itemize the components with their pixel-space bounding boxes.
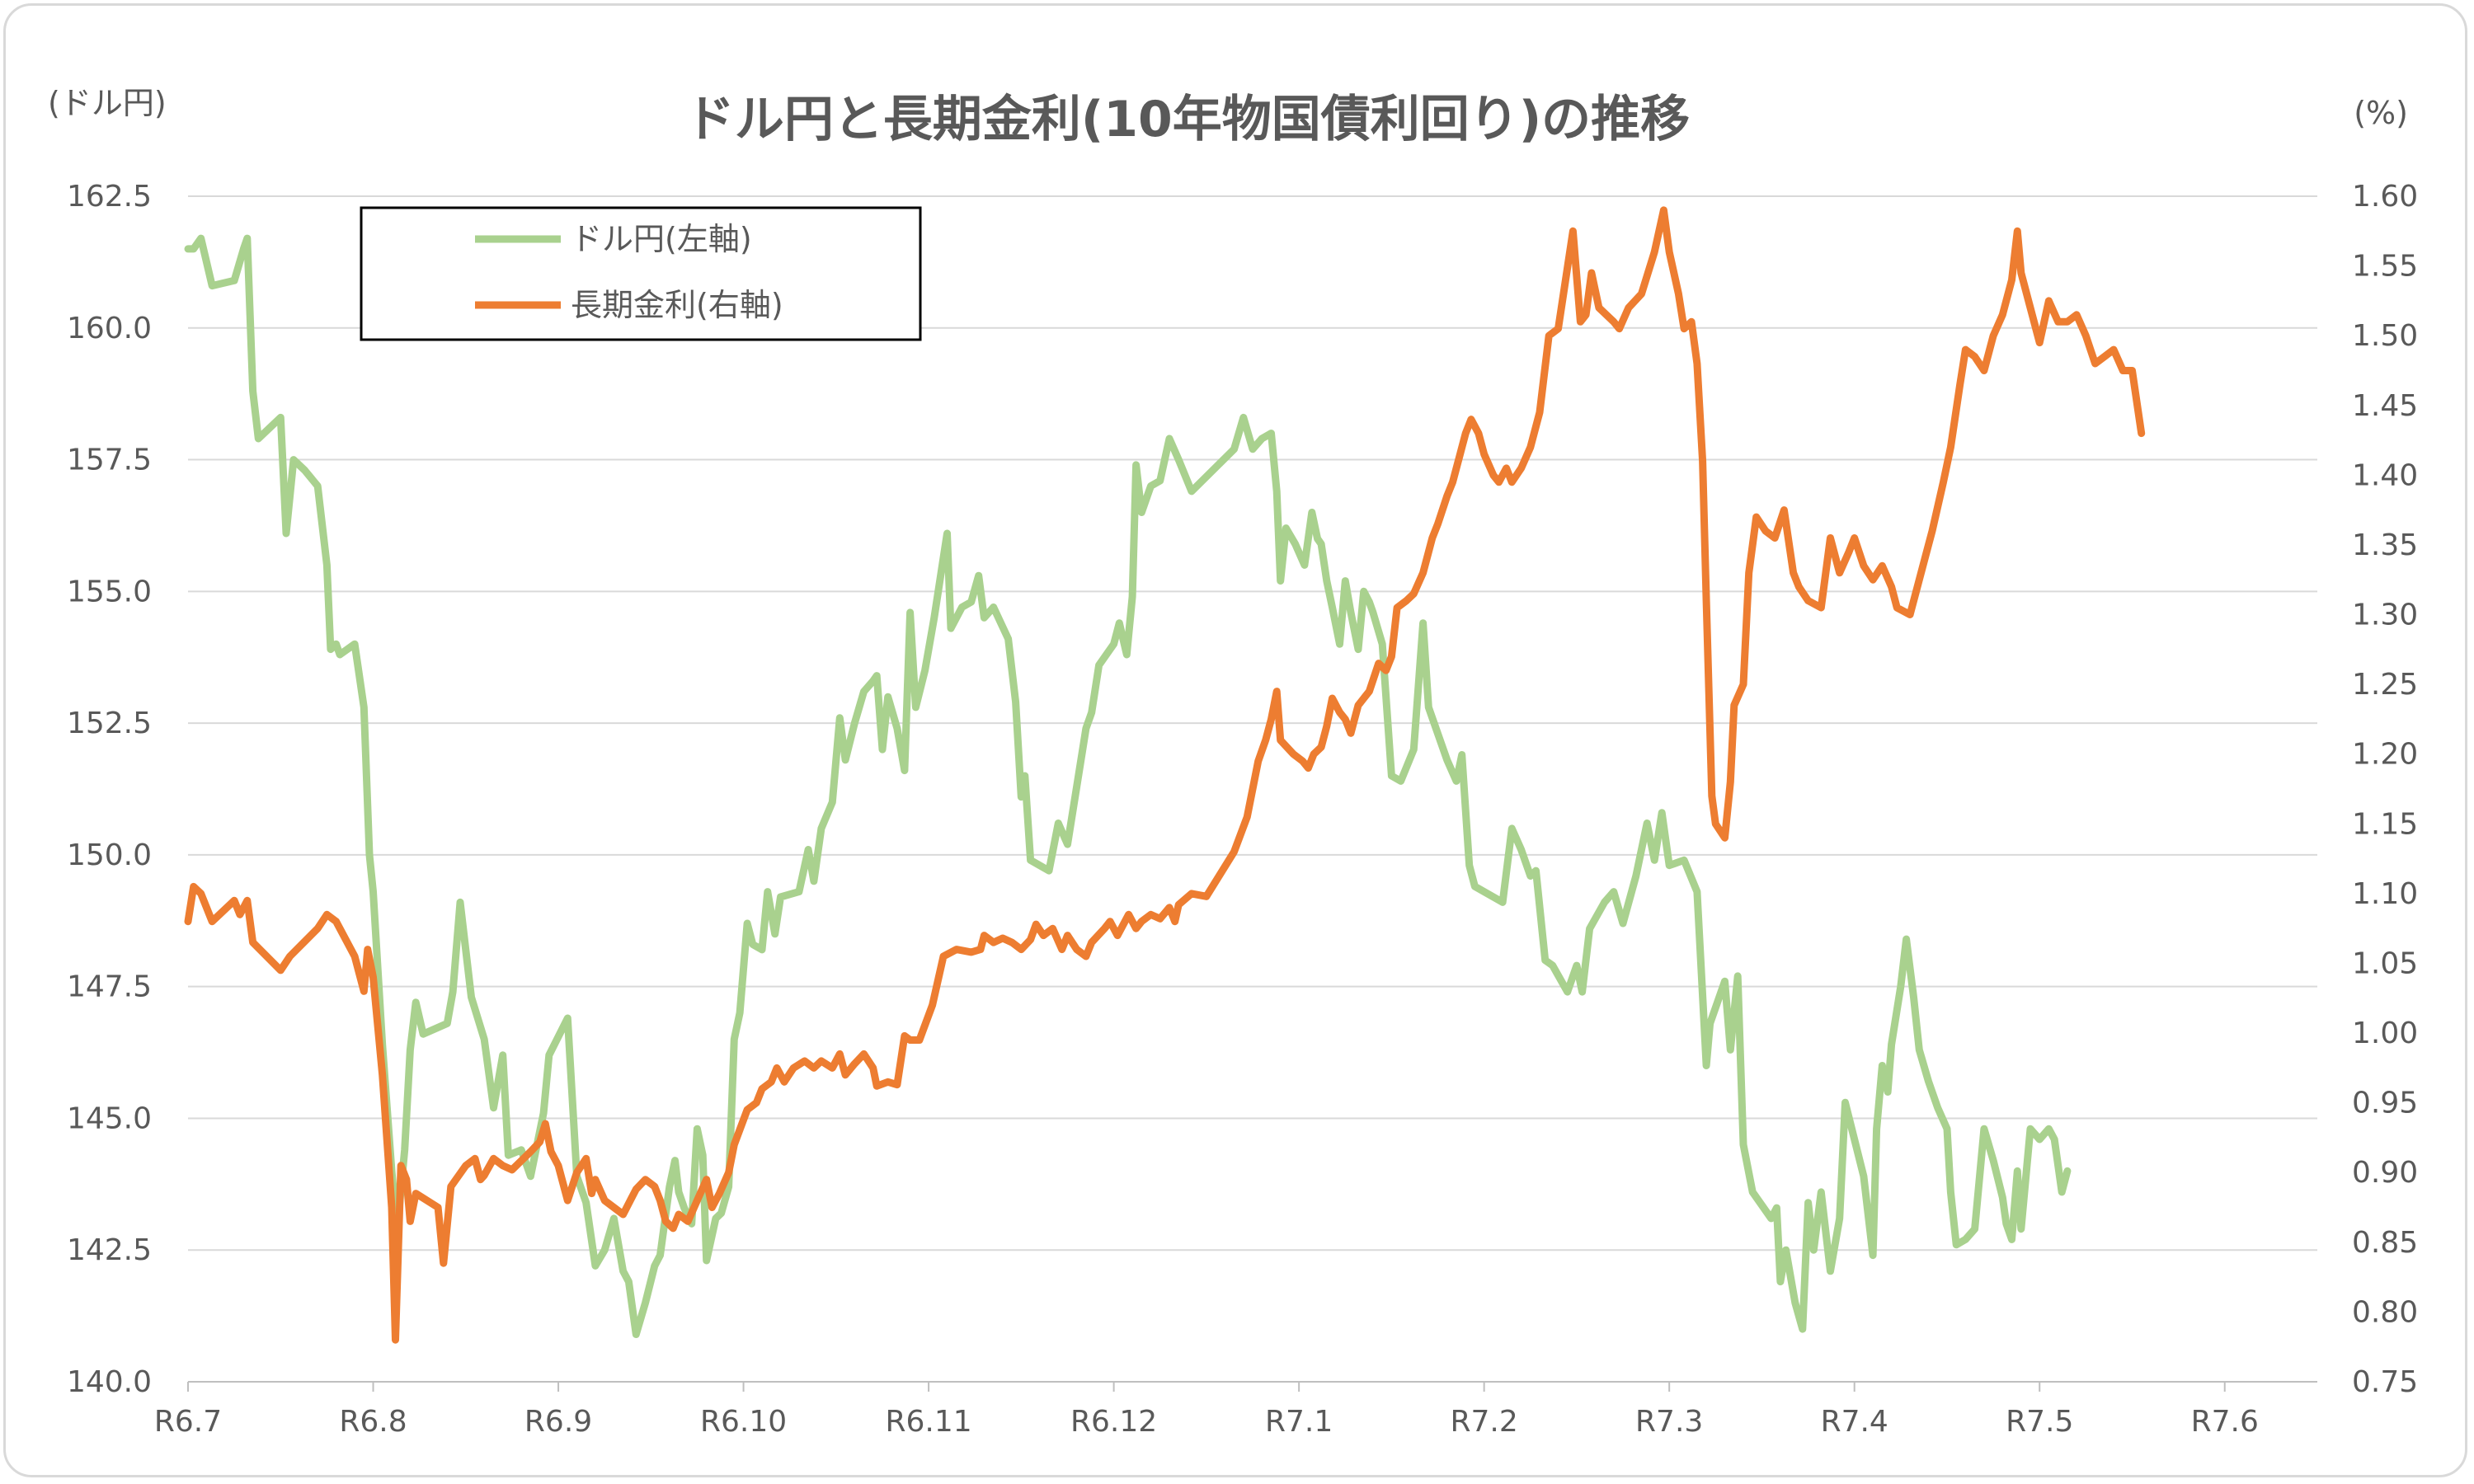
right-tick-label: 1.55 [2352, 250, 2418, 284]
left-tick-label: 145.0 [67, 1101, 152, 1135]
left-tick-label: 160.0 [67, 312, 152, 345]
legend-label-yield: 長期金利(右軸) [571, 287, 783, 323]
right-axis-unit: (%) [2354, 95, 2408, 131]
legend-box [360, 206, 922, 341]
right-tick-label: 0.80 [2352, 1295, 2418, 1329]
usdjpy-line [184, 234, 2072, 1338]
x-tick-label: R6.8 [339, 1405, 407, 1439]
series-lines [184, 206, 2146, 1344]
right-tick-label: 1.50 [2352, 319, 2418, 353]
left-tick-label: 150.0 [67, 838, 152, 872]
right-tick-label: 0.85 [2352, 1226, 2418, 1260]
x-tick-label: R6.7 [154, 1405, 222, 1439]
right-tick-label: 1.20 [2352, 738, 2418, 772]
right-tick-label: 0.90 [2352, 1156, 2418, 1190]
right-tick-label: 1.15 [2352, 807, 2418, 841]
x-axis-ticks: R6.7 R6.8 R6.9 R6.10 R6.11 R6.12 R7.1 R7.2 R7.3 R… [154, 1382, 2259, 1439]
x-tick-label: R7.1 [1265, 1405, 1333, 1439]
left-axis-ticks: 140.0 142.5 145.0 147.5 150.0 152.5 155.0 157.5… [67, 180, 152, 1399]
x-tick-label: R7.5 [2006, 1405, 2073, 1439]
right-tick-label: 0.75 [2352, 1365, 2418, 1399]
x-tick-label: R6.9 [524, 1405, 592, 1439]
right-tick-label: 1.10 [2352, 877, 2418, 911]
x-tick-label: R7.3 [1635, 1405, 1703, 1439]
x-tick-label: R6.11 [886, 1405, 972, 1439]
left-tick-label: 140.0 [67, 1365, 152, 1399]
right-axis-ticks: 0.75 0.80 0.85 0.90 0.95 1.00 1.05 1.10 1.15 1.20… [2352, 180, 2418, 1399]
right-tick-label: 1.25 [2352, 668, 2418, 702]
right-tick-label: 1.00 [2352, 1017, 2418, 1050]
chart-title: ドル円と長期金利(10年物国債利回り)の推移 [685, 91, 1690, 148]
left-tick-label: 162.5 [67, 180, 152, 214]
left-tick-label: 142.5 [67, 1233, 152, 1267]
right-tick-label: 1.35 [2352, 528, 2418, 562]
x-tick-label: R7.6 [2191, 1405, 2259, 1439]
right-tick-label: 1.30 [2352, 599, 2418, 632]
left-tick-label: 155.0 [67, 575, 152, 608]
x-tick-label: R6.12 [1070, 1405, 1157, 1439]
right-tick-label: 0.95 [2352, 1087, 2418, 1120]
legend-label-usdjpy: ドル円(左軸) [571, 221, 752, 257]
right-tick-label: 1.60 [2352, 180, 2418, 214]
left-axis-unit: (ドル円) [48, 85, 167, 121]
left-tick-label: 147.5 [67, 970, 152, 1004]
legend: ドル円(左軸) 長期金利(右軸) [360, 206, 922, 341]
left-tick-label: 152.5 [67, 707, 152, 740]
right-tick-label: 1.05 [2352, 946, 2418, 980]
left-tick-label: 157.5 [67, 444, 152, 477]
x-tick-label: R7.4 [1821, 1405, 1888, 1439]
right-tick-label: 1.40 [2352, 458, 2418, 492]
x-tick-label: R6.10 [700, 1405, 787, 1439]
right-tick-label: 1.45 [2352, 389, 2418, 423]
x-tick-label: R7.2 [1451, 1405, 1518, 1439]
yield-line [184, 206, 2146, 1344]
